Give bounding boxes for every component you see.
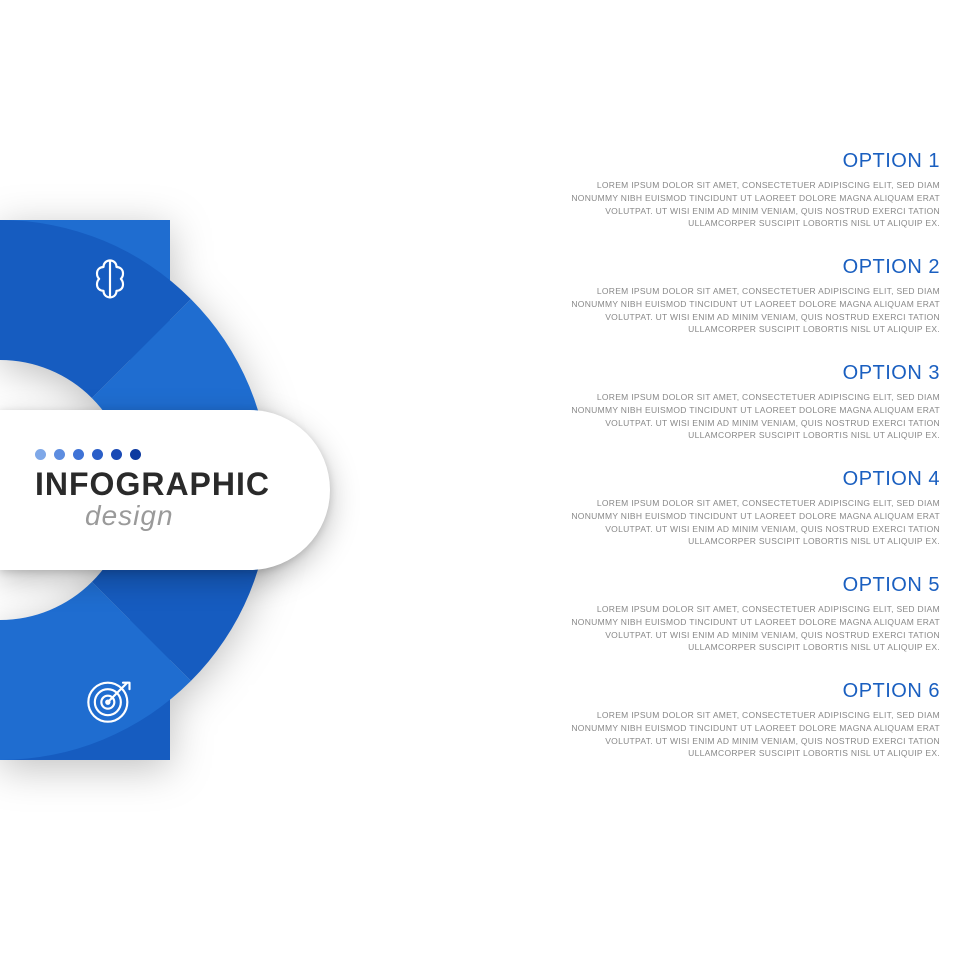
option-4: OPTION 4 LOREM IPSUM DOLOR SIT AMET, CONS… (550, 468, 940, 548)
center-subtitle: design (35, 500, 330, 532)
center-label: INFOGRAPHIC design (0, 410, 330, 570)
option-5: OPTION 5 LOREM IPSUM DOLOR SIT AMET, CONS… (550, 574, 940, 654)
option-body: LOREM IPSUM DOLOR SIT AMET, CONSECTETUER… (550, 391, 940, 442)
center-title: INFOGRAPHIC (35, 468, 330, 500)
dot (92, 449, 103, 460)
infographic-arc: INFOGRAPHIC design (0, 220, 500, 760)
option-body: LOREM IPSUM DOLOR SIT AMET, CONSECTETUER… (550, 497, 940, 548)
calendar-icon (355, 540, 415, 600)
dot (73, 449, 84, 460)
option-2: OPTION 2 LOREM IPSUM DOLOR SIT AMET, CONS… (550, 256, 940, 336)
dot (35, 449, 46, 460)
document-icon (235, 260, 295, 320)
option-title: OPTION 5 (550, 574, 940, 597)
option-body: LOREM IPSUM DOLOR SIT AMET, CONSECTETUER… (550, 709, 940, 760)
dot-row (35, 449, 330, 460)
option-body: LOREM IPSUM DOLOR SIT AMET, CONSECTETUER… (550, 603, 940, 654)
option-body: LOREM IPSUM DOLOR SIT AMET, CONSECTETUER… (550, 179, 940, 230)
option-title: OPTION 2 (550, 256, 940, 279)
target-icon (80, 670, 140, 730)
option-title: OPTION 1 (550, 150, 940, 173)
option-6: OPTION 6 LOREM IPSUM DOLOR SIT AMET, CONS… (550, 680, 940, 760)
option-body: LOREM IPSUM DOLOR SIT AMET, CONSECTETUER… (550, 285, 940, 336)
dot (54, 449, 65, 460)
dot (130, 449, 141, 460)
chart-icon (235, 660, 295, 720)
options-list: OPTION 1 LOREM IPSUM DOLOR SIT AMET, CONS… (550, 150, 940, 760)
option-1: OPTION 1 LOREM IPSUM DOLOR SIT AMET, CONS… (550, 150, 940, 230)
rocket-icon (350, 380, 410, 440)
brain-icon (80, 250, 140, 310)
option-3: OPTION 3 LOREM IPSUM DOLOR SIT AMET, CONS… (550, 362, 940, 442)
option-title: OPTION 3 (550, 362, 940, 385)
dot (111, 449, 122, 460)
option-title: OPTION 4 (550, 468, 940, 491)
option-title: OPTION 6 (550, 680, 940, 703)
